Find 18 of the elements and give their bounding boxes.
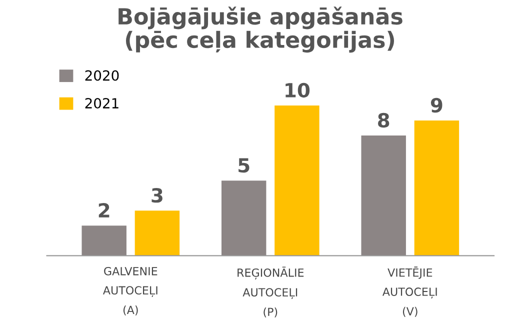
data-label: 9 xyxy=(430,98,442,113)
bar xyxy=(82,226,126,256)
bar xyxy=(361,136,406,256)
data-label: 10 xyxy=(286,82,310,98)
data-label: 8 xyxy=(378,112,390,128)
bar xyxy=(221,180,266,256)
bar xyxy=(274,106,320,256)
data-label: 5 xyxy=(238,158,250,173)
chart-title: Bojāgājušie apgāšanās (pēc ceļa kategorijas) xyxy=(118,6,402,53)
legend-label: 2021 xyxy=(85,98,118,109)
bar xyxy=(414,120,460,256)
x-tick-label: VIETĒJIE AUTOCEĻI (V) xyxy=(382,266,437,317)
data-label: 2 xyxy=(98,202,110,218)
x-tick-label: REĢIONĀLIE AUTOCEĻI (P) xyxy=(238,266,304,318)
bar xyxy=(134,210,180,256)
x-tick-label: GALVENIE AUTOCEĻI (A) xyxy=(102,266,158,316)
data-label: 3 xyxy=(152,188,162,203)
legend-label: 2020 xyxy=(85,70,119,81)
